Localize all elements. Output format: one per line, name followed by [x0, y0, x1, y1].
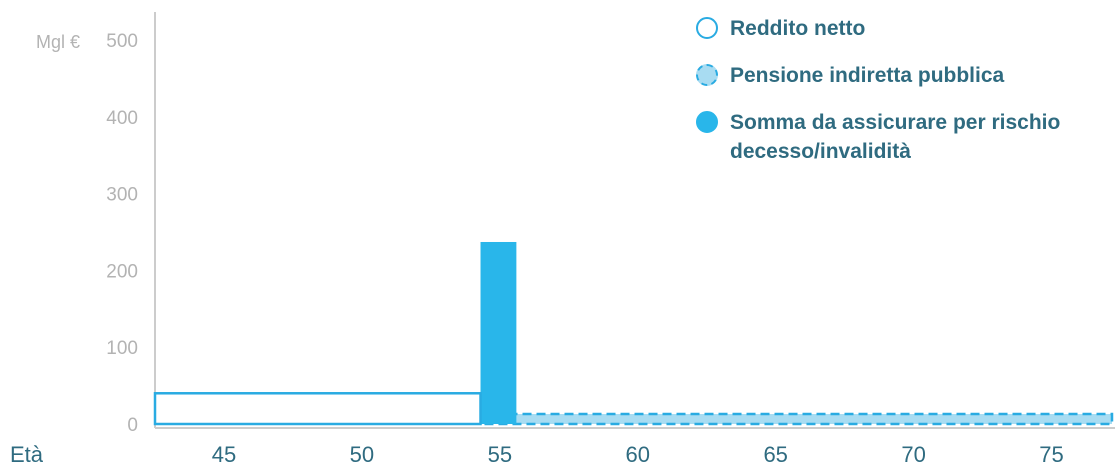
legend-item-somma: Somma da assicurare per rischio decesso/…: [696, 108, 1106, 166]
x-tick-label: 60: [626, 442, 650, 467]
dashed-circle-icon: [696, 64, 718, 86]
x-axis-label: Età: [10, 442, 44, 467]
y-tick-label: 400: [106, 108, 138, 129]
y-unit-label: Mgl €: [36, 32, 80, 52]
chart-marks: [153, 241, 1114, 426]
legend-label: Pensione indiretta pubblica: [730, 64, 1005, 87]
bar-solid: [480, 241, 517, 424]
bar-outline: [153, 392, 482, 426]
y-tick-label: 300: [106, 185, 138, 206]
x-tick-label: 65: [763, 442, 787, 467]
y-tick-labels: 0 100 200 300 400 500: [106, 31, 138, 436]
x-tick-label: 55: [488, 442, 512, 467]
x-tick-label: 75: [1039, 442, 1063, 467]
y-tick-label: 500: [106, 31, 138, 52]
y-tick-label: 100: [106, 338, 138, 359]
legend-label: Reddito netto: [730, 17, 866, 40]
legend-label: Somma da assicurare per rischio decesso/…: [730, 111, 1061, 163]
legend-item-pensione: Pensione indiretta pubblica: [696, 61, 1106, 90]
legend-item-reddito-netto: Reddito netto: [696, 14, 1106, 43]
x-tick-label: 45: [212, 442, 236, 467]
solid-circle-icon: [696, 111, 718, 133]
y-tick-label: 0: [127, 415, 138, 436]
bar-dashed: [479, 412, 1114, 426]
x-tick-label: 50: [350, 442, 374, 467]
x-tick-label: 70: [901, 442, 925, 467]
legend: Reddito netto Pensione indiretta pubblic…: [696, 14, 1106, 184]
x-tick-labels: 45 50 55 60 65 70 75: [212, 442, 1064, 467]
outline-circle-icon: [696, 17, 718, 39]
y-tick-label: 200: [106, 261, 138, 282]
